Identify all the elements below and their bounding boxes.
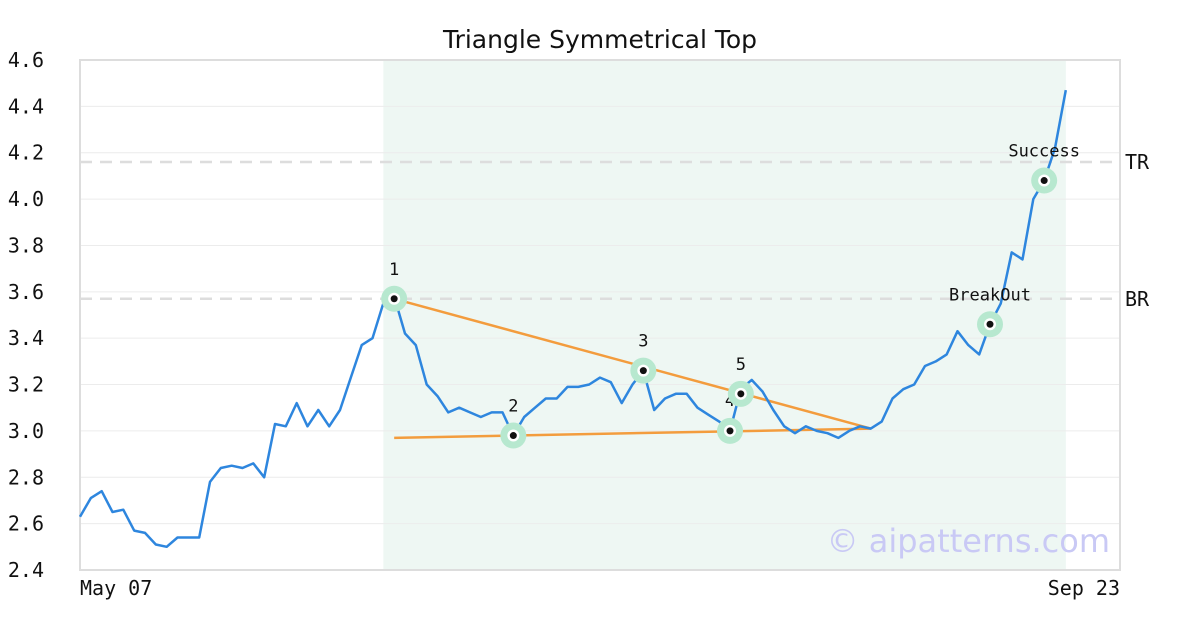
y-tick-label: 4.6 [8,48,44,72]
point-label: 3 [638,332,648,352]
y-tick-label: 4.2 [8,141,44,165]
reference-line-label: TR [1125,150,1150,174]
point-label: 2 [508,397,518,417]
chart-title: Triangle Symmetrical Top [442,25,757,54]
reference-line-label: BR [1125,287,1150,311]
x-tick-label: May 07 [80,576,152,600]
x-tick-label: Sep 23 [1048,576,1120,600]
y-tick-label: 4.0 [8,187,44,211]
point-label: Success [1008,142,1080,162]
y-tick-label: 2.4 [8,558,44,582]
point-label: BreakOut [949,285,1031,305]
point-marker [726,427,734,435]
y-tick-label: 3.8 [8,233,44,257]
point-marker [986,320,994,328]
pattern-region [383,60,1066,570]
point-marker [390,295,398,303]
point-marker [509,432,517,440]
point-marker [1040,177,1048,185]
y-tick-label: 3.2 [8,373,44,397]
point-label: 5 [736,355,746,375]
y-tick-label: 4.4 [8,94,44,118]
y-tick-label: 3.6 [8,280,44,304]
point-marker [639,367,647,375]
plot-frame [79,59,1121,571]
price-line [78,89,1068,549]
y-tick-label: 2.8 [8,465,44,489]
point-marker [737,390,745,398]
y-tick-label: 3.4 [8,326,44,350]
y-tick-label: 2.6 [8,512,44,536]
y-tick-label: 3.0 [8,419,44,443]
watermark: © aipatterns.com [827,522,1110,560]
point-label: 1 [389,260,399,280]
